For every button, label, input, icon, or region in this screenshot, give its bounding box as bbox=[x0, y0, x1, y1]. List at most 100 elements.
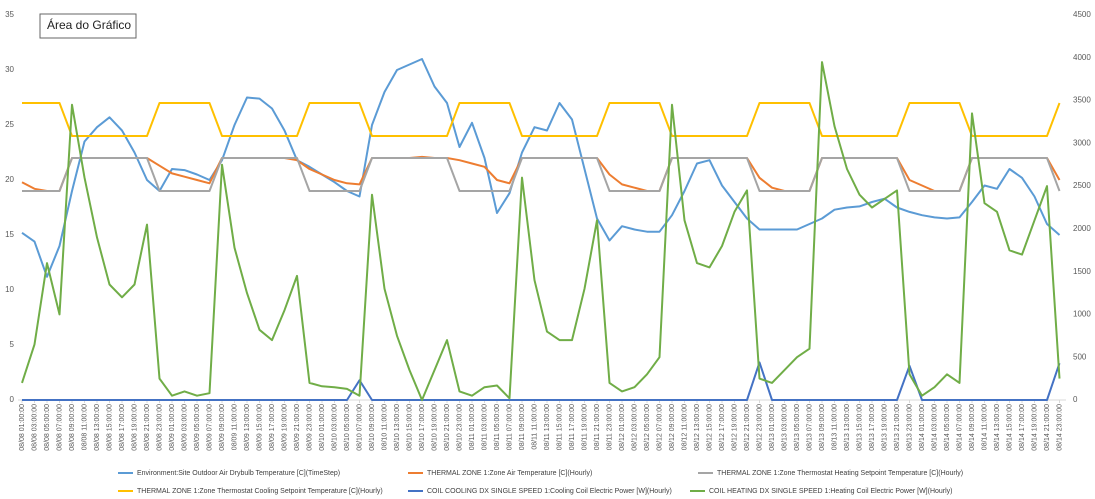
tooltip-box bbox=[39, 13, 137, 39]
x-tick-label: 08/13 13:00:00 bbox=[844, 404, 851, 451]
x-tick-label: 08/08 09:00:00 bbox=[69, 404, 76, 451]
x-tick-label: 08/12 19:00:00 bbox=[731, 404, 738, 451]
x-tick-label: 08/10 17:00:00 bbox=[419, 404, 426, 451]
x-tick-label: 08/12 23:00:00 bbox=[756, 404, 763, 451]
x-tick-label: 08/14 09:00:00 bbox=[969, 404, 976, 451]
x-tick-label: 08/08 23:00:00 bbox=[156, 404, 163, 451]
y-tick-label: 35 bbox=[5, 10, 14, 19]
x-tick-label: 08/14 23:00:00 bbox=[1056, 404, 1063, 451]
x-tick-label: 08/09 23:00:00 bbox=[306, 404, 313, 451]
y2-tick-label: 0 bbox=[1073, 395, 1078, 404]
x-tick-label: 08/08 05:00:00 bbox=[44, 404, 51, 451]
x-tick-label: 08/14 19:00:00 bbox=[1031, 404, 1038, 451]
y2-tick-label: 3000 bbox=[1073, 138, 1091, 147]
x-tick-label: 08/11 19:00:00 bbox=[581, 404, 588, 450]
x-tick-label: 08/11 23:00:00 bbox=[606, 404, 613, 450]
y2-tick-label: 4000 bbox=[1073, 53, 1091, 62]
x-tick-label: 08/14 03:00:00 bbox=[931, 404, 938, 451]
series-line bbox=[21, 61, 1061, 401]
x-tick-label: 08/08 01:00:00 bbox=[19, 404, 26, 451]
tooltip: Área do Gráfico bbox=[47, 17, 131, 32]
x-tick-label: 08/08 07:00:00 bbox=[56, 404, 63, 451]
x-tick-label: 08/10 09:00:00 bbox=[369, 404, 376, 451]
x-tick-label: 08/13 11:00:00 bbox=[831, 404, 838, 450]
x-tick-label: 08/08 03:00:00 bbox=[31, 404, 38, 451]
x-tick-label: 08/14 13:00:00 bbox=[994, 404, 1001, 451]
legend-label: THERMAL ZONE 1:Zone Thermostat Cooling S… bbox=[137, 488, 383, 495]
x-tick-label: 08/12 21:00:00 bbox=[744, 404, 751, 451]
x-tick-label: 08/11 21:00:00 bbox=[594, 404, 601, 450]
x-tick-label: 08/13 19:00:00 bbox=[881, 404, 888, 451]
x-tick-label: 08/12 13:00:00 bbox=[694, 404, 701, 451]
y2-tick-label: 1500 bbox=[1073, 267, 1091, 276]
series-line bbox=[22, 102, 1061, 137]
x-tick-label: 08/11 07:00:00 bbox=[506, 404, 513, 450]
x-tick-label: 08/08 21:00:00 bbox=[144, 404, 151, 451]
x-tick-label: 08/11 17:00:00 bbox=[569, 404, 576, 450]
series-line bbox=[22, 361, 1061, 401]
x-tick-label: 08/13 23:00:00 bbox=[906, 404, 913, 451]
x-tick-label: 08/12 05:00:00 bbox=[644, 404, 651, 451]
legend-label: Environment:Site Outdoor Air Drybulb Tem… bbox=[137, 470, 340, 477]
x-tick-label: 08/10 23:00:00 bbox=[456, 404, 463, 451]
x-tick-label: 08/10 15:00:00 bbox=[406, 404, 413, 451]
x-tick-label: 08/08 17:00:00 bbox=[119, 404, 126, 451]
x-tick-label: 08/11 03:00:00 bbox=[481, 404, 488, 450]
x-tick-label: 08/14 11:00:00 bbox=[981, 404, 988, 450]
x-tick-label: 08/12 15:00:00 bbox=[706, 404, 713, 451]
y-tick-label: 15 bbox=[5, 230, 14, 239]
y2-tick-label: 500 bbox=[1073, 352, 1087, 361]
x-tick-label: 08/09 07:00:00 bbox=[206, 404, 213, 451]
x-tick-label: 08/09 11:00:00 bbox=[231, 404, 238, 450]
x-tick-label: 08/14 15:00:00 bbox=[1006, 404, 1013, 451]
x-tick-label: 08/10 05:00:00 bbox=[344, 404, 351, 451]
x-tick-label: 08/12 17:00:00 bbox=[719, 404, 726, 451]
x-tick-label: 08/14 17:00:00 bbox=[1019, 404, 1026, 451]
x-tick-label: 08/14 01:00:00 bbox=[919, 404, 926, 451]
y2-tick-label: 4500 bbox=[1073, 10, 1091, 19]
x-tick-label: 08/11 01:00:00 bbox=[469, 404, 476, 450]
x-tick-label: 08/14 05:00:00 bbox=[944, 404, 951, 451]
x-tick-label: 08/11 15:00:00 bbox=[556, 404, 563, 450]
x-tick-label: 08/09 03:00:00 bbox=[181, 404, 188, 451]
x-tick-label: 08/12 09:00:00 bbox=[669, 404, 676, 451]
x-tick-label: 08/12 03:00:00 bbox=[631, 404, 638, 451]
x-tick-label: 08/14 07:00:00 bbox=[956, 404, 963, 451]
x-tick-label: 08/12 11:00:00 bbox=[681, 404, 688, 450]
x-tick-label: 08/12 07:00:00 bbox=[656, 404, 663, 451]
x-tick-label: 08/13 15:00:00 bbox=[856, 404, 863, 451]
x-tick-label: 08/09 13:00:00 bbox=[244, 404, 251, 451]
legend-label: THERMAL ZONE 1:Zone Air Temperature [C](… bbox=[427, 470, 592, 477]
y-tick-label: 20 bbox=[5, 175, 14, 184]
x-tick-label: 08/10 01:00:00 bbox=[319, 404, 326, 451]
x-tick-label: 08/08 13:00:00 bbox=[94, 404, 101, 451]
x-tick-label: 08/09 05:00:00 bbox=[194, 404, 201, 451]
series-line bbox=[21, 58, 1061, 278]
x-tick-label: 08/09 19:00:00 bbox=[281, 404, 288, 451]
x-tick-label: 08/13 17:00:00 bbox=[869, 404, 876, 451]
legend-label: COIL HEATING DX SINGLE SPEED 1:Heating C… bbox=[709, 488, 953, 495]
x-tick-label: 08/09 17:00:00 bbox=[269, 404, 276, 451]
x-tick-label: 08/11 09:00:00 bbox=[519, 404, 526, 450]
x-tick-label: 08/09 15:00:00 bbox=[256, 404, 263, 451]
x-tick-label: 08/13 01:00:00 bbox=[769, 404, 776, 451]
legend-label: THERMAL ZONE 1:Zone Thermostat Heating S… bbox=[717, 470, 963, 477]
x-tick-label: 08/10 13:00:00 bbox=[394, 404, 401, 451]
y-tick-label: 0 bbox=[10, 395, 15, 404]
y-tick-label: 30 bbox=[5, 65, 14, 74]
x-tick-label: 08/11 05:00:00 bbox=[494, 404, 501, 450]
x-tick-label: 08/10 07:00:00 bbox=[356, 404, 363, 451]
x-tick-label: 08/08 11:00:00 bbox=[81, 404, 88, 450]
x-tick-label: 08/11 11:00:00 bbox=[531, 404, 538, 450]
legend-label: COIL COOLING DX SINGLE SPEED 1:Cooling C… bbox=[427, 488, 672, 495]
x-tick-label: 08/10 11:00:00 bbox=[381, 404, 388, 450]
series-line bbox=[22, 157, 1061, 192]
x-tick-label: 08/13 05:00:00 bbox=[794, 404, 801, 451]
x-tick-label: 08/08 19:00:00 bbox=[131, 404, 138, 451]
y2-tick-label: 1000 bbox=[1073, 310, 1091, 319]
y2-tick-label: 2500 bbox=[1073, 181, 1091, 190]
x-tick-label: 08/09 09:00:00 bbox=[219, 404, 226, 451]
x-tick-label: 08/13 07:00:00 bbox=[806, 404, 813, 451]
x-tick-label: 08/12 01:00:00 bbox=[619, 404, 626, 451]
